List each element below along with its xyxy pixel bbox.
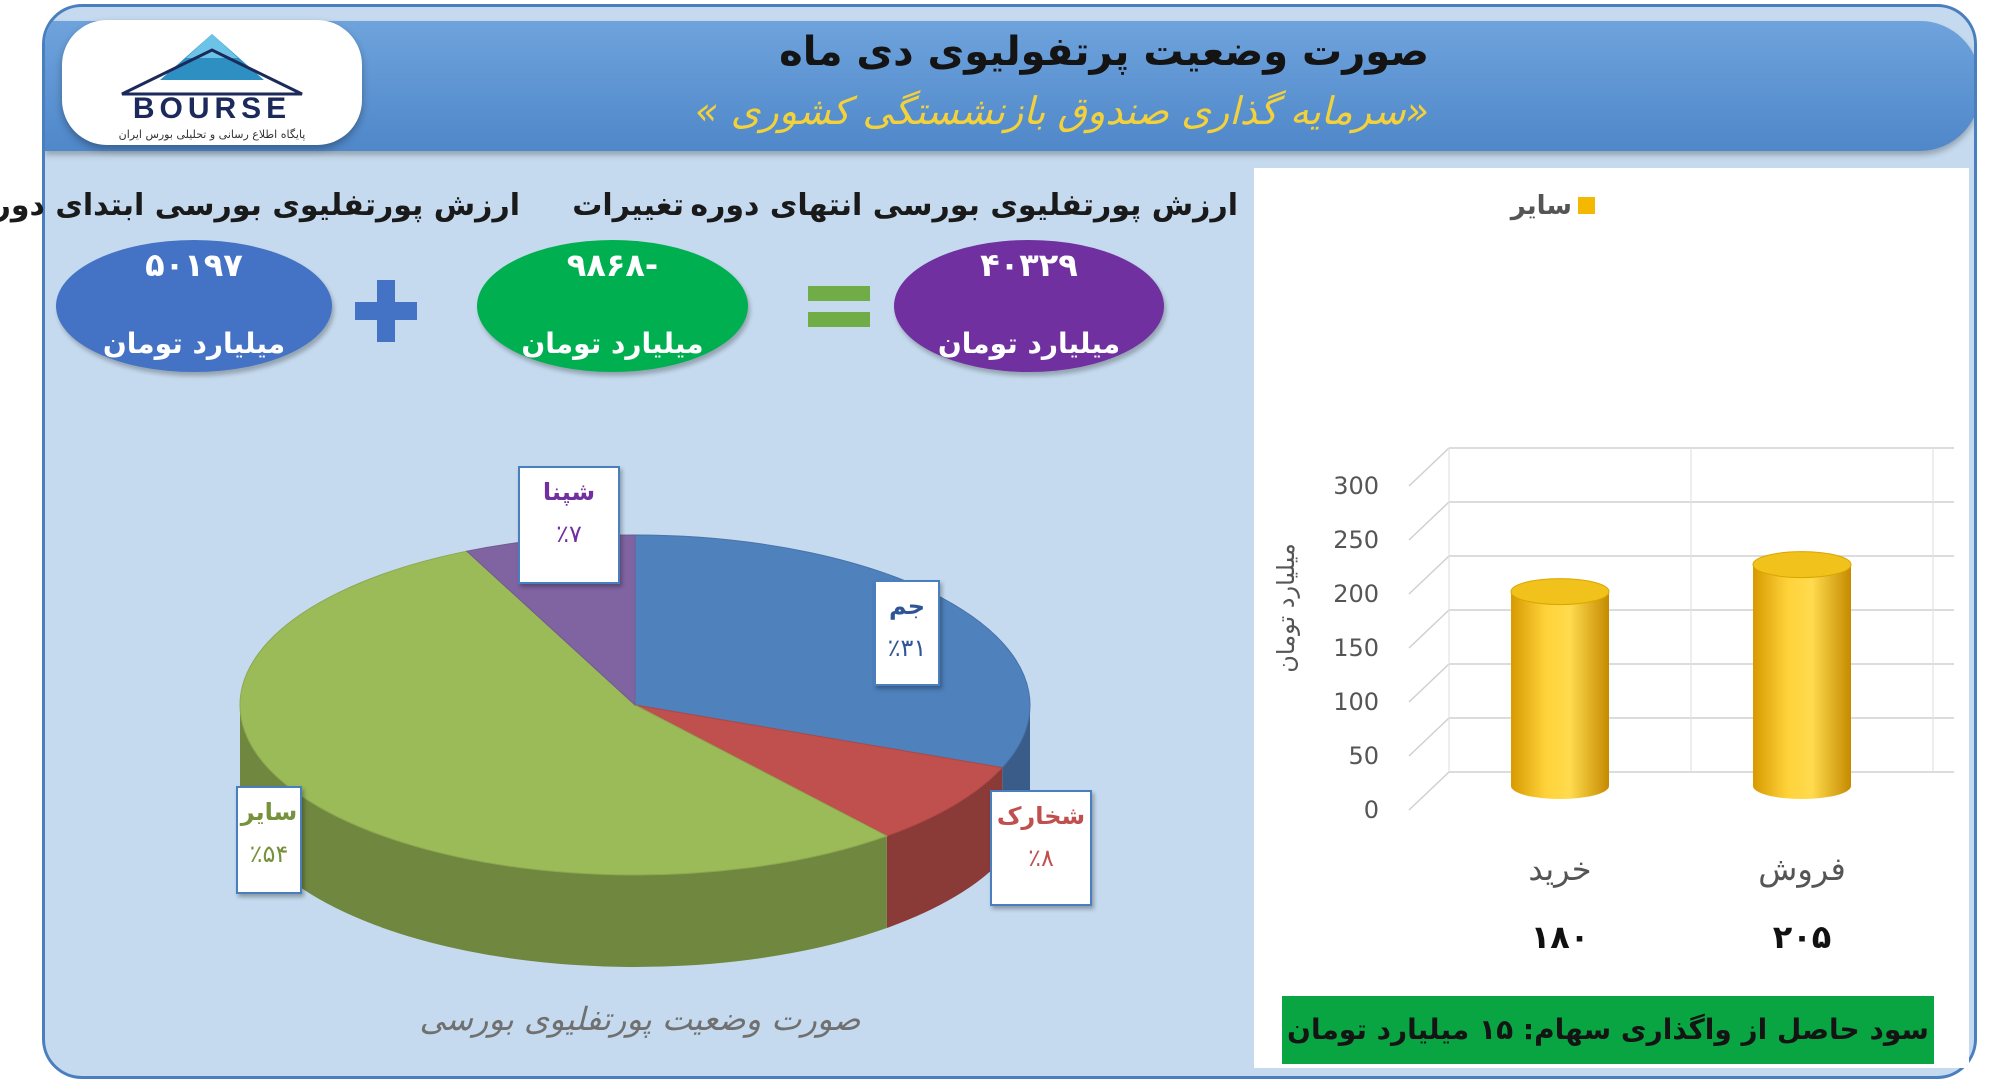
page-title: صورت وضعیت پرتفولیوی دی ماه [779, 29, 1429, 75]
bar-tick-label: 300 [1333, 472, 1379, 500]
bar-tick-label: 250 [1333, 526, 1379, 554]
bar-tick-label: 150 [1333, 634, 1379, 662]
callout-shepna-percent: ٪۷ [556, 520, 582, 548]
end-value: ۴۰۳۲۹ [980, 246, 1078, 284]
bar-chart-panel: 0 50 100 150 200 250 300 خرید ۱۸۰ فروش ۲۰۵ سایر م… [1254, 168, 1969, 1068]
bar-tick-label: 100 [1333, 688, 1379, 716]
change-value-ellipse: -۹۸۶۸ میلیارد تومان [477, 240, 748, 372]
header-band [45, 21, 1974, 151]
start-value: ۵۰۱۹۷ [145, 246, 243, 284]
pie-slice-1 [634, 704, 1004, 837]
bar-category-label: خرید [1528, 850, 1591, 888]
logo-mountain-icon [121, 34, 303, 96]
pie-side-2 [240, 705, 887, 967]
bar-tick-label: 50 [1348, 742, 1379, 770]
callout-shepna-name: شپنا [542, 478, 596, 506]
start-value-label: ارزش پورتفلیوی بورسی ابتدای دوره [0, 188, 520, 223]
change-unit: میلیارد تومان [521, 327, 704, 360]
callout-shekharak-name: شخارک [996, 802, 1086, 830]
callout-sayer-name: سایر [240, 798, 298, 826]
equals-icon [808, 286, 870, 327]
bar-category-value: ۱۸۰ [1531, 918, 1590, 956]
bar-category-label: فروش [1758, 850, 1845, 888]
bar-0 [1510, 578, 1610, 799]
end-value-label: ارزش پورتفلیوی بورسی انتهای دوره [690, 188, 1238, 223]
legend-swatch [1578, 197, 1595, 214]
callout-jam-name: جم [888, 592, 926, 620]
bar-category-value: ۲۰۵ [1773, 918, 1832, 956]
pie-chart-title: صورت وضعیت پورتفلیوی بورسی [419, 1000, 861, 1038]
bar-1 [1752, 551, 1852, 799]
callout-jam-percent: ٪۳۱ [887, 634, 927, 662]
bar-gridline-diag-5 [1408, 501, 1450, 541]
logo-text: BOURSE [132, 92, 292, 125]
start-unit: میلیارد تومان [102, 327, 286, 360]
legend-label: سایر [1509, 191, 1572, 221]
bar-gridline-diag-3 [1408, 609, 1450, 649]
profit-footer: سود حاصل از واگذاری سهام: ۱۵ میلیارد توم… [1282, 996, 1934, 1064]
callout-shekharak-percent: ٪۸ [1028, 844, 1054, 872]
bar-tick-label: 0 [1364, 796, 1379, 824]
change-value: -۹۸۶۸ [566, 246, 659, 284]
pie-side-1 [886, 767, 1003, 928]
start-value-ellipse: ۵۰۱۹۷ میلیارد تومان [56, 240, 332, 372]
bar-gridline-diag-2 [1408, 663, 1450, 703]
logo-caption: پایگاه اطلاع رسانی و تحلیلی بورس ایران [118, 128, 306, 141]
bar-chart: 0 50 100 150 200 250 300 خرید ۱۸۰ فروش ۲۰۵ سایر م… [1272, 191, 1954, 956]
page-subtitle: «سرمایه گذاری صندوق بازنشستگی کشوری » [695, 89, 1429, 133]
callout-sayer: سایر ٪۵۴ [236, 786, 302, 894]
callout-jam: جم ٪۳۱ [874, 580, 940, 686]
end-unit: میلیارد تومان [937, 327, 1121, 360]
callout-shekharak: شخارک ٪۸ [990, 790, 1092, 906]
change-label: تغییرات [572, 188, 684, 223]
end-value-ellipse: ۴۰۳۲۹ میلیارد تومان [894, 240, 1164, 372]
callout-sayer-percent: ٪۵۴ [249, 840, 289, 868]
callout-shepna: شپنا ٪۷ [518, 466, 620, 584]
bar-gridline-diag-4 [1408, 555, 1450, 595]
bar-y-axis-label: میلیارد تومان [1272, 543, 1300, 672]
bar-gridline-diag-1 [1408, 717, 1450, 757]
bar-gridline-diag-0 [1408, 771, 1450, 811]
pie-chart [239, 534, 1031, 967]
plus-icon [355, 280, 417, 342]
bar-gridline-diag-6 [1408, 447, 1450, 487]
bar-tick-label: 200 [1333, 580, 1379, 608]
bourse-logo: BOURSE پایگاه اطلاع رسانی و تحلیلی بورس … [62, 20, 362, 145]
